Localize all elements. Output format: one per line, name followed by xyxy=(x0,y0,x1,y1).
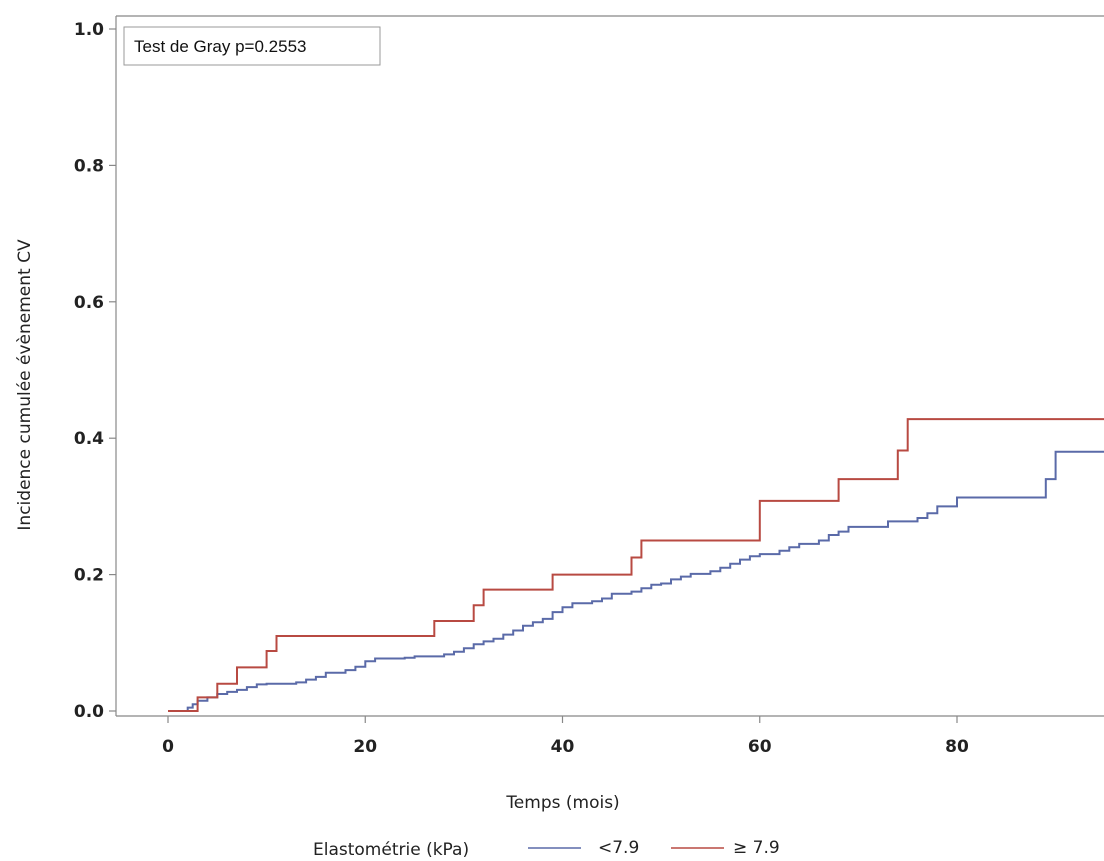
annotation-box xyxy=(123,26,381,66)
y-axis-title: Incidence cumulée évènement CV xyxy=(15,239,35,531)
y-tick-label: 0.2 xyxy=(74,566,104,586)
x-tick-label: 40 xyxy=(551,737,575,757)
legend-title: Elastométrie (kPa) xyxy=(313,840,469,860)
gray-test-annotation: Test de Gray p=0.2553 xyxy=(123,26,381,66)
legend: Elastométrie (kPa) <7.9 ≥ 7.9 xyxy=(313,838,780,860)
x-tick-label: 60 xyxy=(748,737,772,757)
x-axis: 0 20 40 60 80 xyxy=(162,716,969,757)
series-layer xyxy=(168,418,1104,712)
plot-frame xyxy=(115,15,1104,717)
y-tick-label: 0.0 xyxy=(74,702,104,722)
y-axis: 0.0 0.2 0.4 0.6 0.8 1.0 xyxy=(74,20,116,722)
annotation-text: Test de Gray p=0.2553 xyxy=(134,37,306,56)
legend-label-series-1: <7.9 xyxy=(598,838,639,858)
x-tick-label: 0 xyxy=(162,737,174,757)
y-tick-label: 0.4 xyxy=(74,429,104,449)
series-line-2 xyxy=(168,418,1104,712)
y-tick-label: 0.6 xyxy=(74,293,104,313)
y-tick-label: 1.0 xyxy=(74,20,104,40)
y-tick-label: 0.8 xyxy=(74,156,104,176)
x-tick-label: 80 xyxy=(945,737,969,757)
x-axis-title: Temps (mois) xyxy=(505,793,619,813)
series-line-1 xyxy=(168,450,1104,712)
legend-label-series-2: ≥ 7.9 xyxy=(733,838,780,858)
x-tick-label: 20 xyxy=(353,737,377,757)
